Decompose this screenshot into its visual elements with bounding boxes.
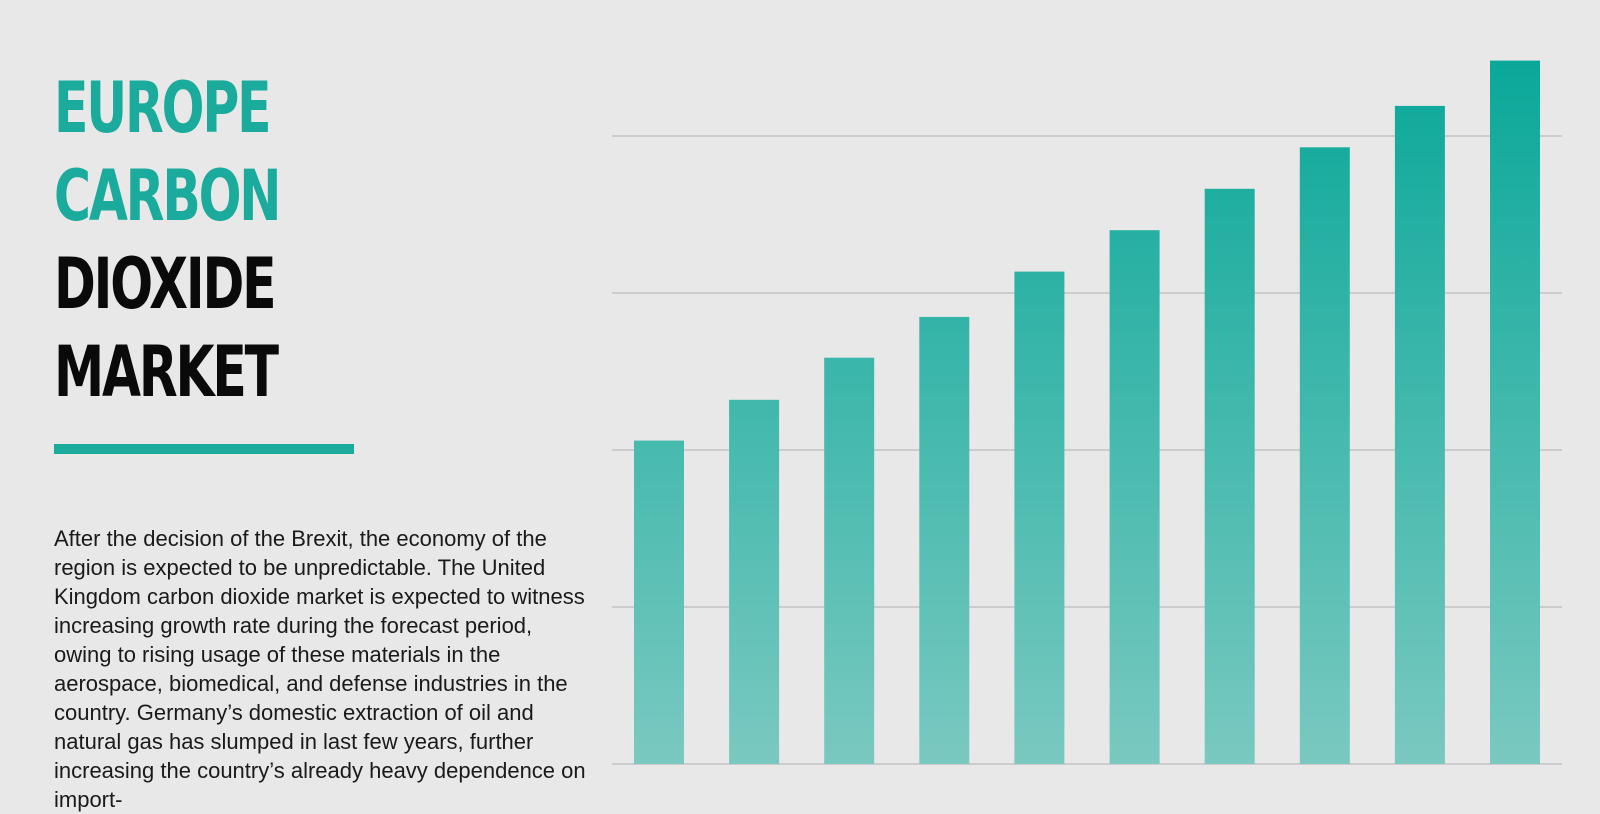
title-line-market: MARKET	[54, 331, 279, 413]
title-line-europe: EUROPE	[54, 67, 272, 149]
chart-bars	[634, 60, 1540, 765]
bar-1	[634, 440, 684, 764]
page-title: EUROPE CARBON DIOXIDE MARKET	[54, 64, 281, 416]
bar-5	[1014, 271, 1065, 764]
description-paragraph: After the decision of the Brexit, the ec…	[54, 526, 586, 812]
bar-10	[1490, 60, 1540, 765]
title-underline	[54, 444, 354, 454]
bar-4	[919, 316, 970, 764]
bar-7	[1204, 188, 1255, 765]
title-line-dioxide: DIOXIDE	[54, 243, 277, 325]
bar-8	[1299, 147, 1350, 765]
bar-2	[729, 399, 780, 764]
bar-9	[1394, 105, 1445, 764]
title-line-carbon: CARBON	[54, 155, 281, 237]
bar-3	[824, 357, 875, 764]
bar-6	[1109, 230, 1160, 764]
